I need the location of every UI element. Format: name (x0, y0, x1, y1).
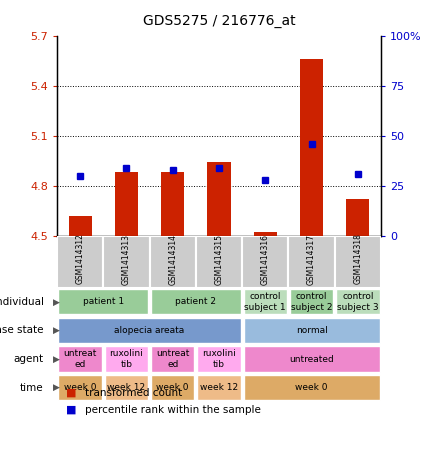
Text: ▶: ▶ (53, 326, 60, 335)
Text: control
subject 1: control subject 1 (244, 292, 286, 312)
Bar (244, 347, 380, 371)
Text: ruxolini
tib: ruxolini tib (110, 349, 143, 369)
Text: GSM1414314: GSM1414314 (168, 233, 177, 284)
Text: GSM1414312: GSM1414312 (76, 234, 85, 284)
Bar (151, 375, 194, 400)
Bar (244, 289, 287, 314)
Bar (58, 318, 241, 343)
Text: ■: ■ (66, 405, 76, 415)
Text: GSM1414317: GSM1414317 (307, 233, 316, 284)
Text: ▶: ▶ (53, 355, 60, 363)
Text: ▶: ▶ (53, 298, 60, 306)
Bar (105, 347, 148, 371)
Bar (115, 173, 138, 236)
Text: individual: individual (0, 297, 44, 307)
Bar (289, 236, 335, 288)
Text: week 12: week 12 (107, 383, 145, 392)
Text: GSM1414318: GSM1414318 (353, 234, 362, 284)
Bar (161, 173, 184, 236)
Text: ▶: ▶ (53, 383, 60, 392)
Text: normal: normal (296, 326, 328, 335)
Text: week 0: week 0 (64, 383, 96, 392)
Text: untreated: untreated (289, 355, 334, 363)
Bar (244, 318, 380, 343)
Bar (58, 289, 148, 314)
Bar (346, 199, 370, 236)
Bar (290, 289, 333, 314)
Bar (57, 236, 103, 288)
Text: GSM1414315: GSM1414315 (215, 233, 223, 284)
Bar (254, 232, 277, 236)
Bar (197, 375, 241, 400)
Text: disease state: disease state (0, 325, 44, 336)
Bar (242, 236, 289, 288)
Text: week 12: week 12 (200, 383, 238, 392)
Text: patient 1: patient 1 (83, 298, 124, 306)
Bar (58, 347, 102, 371)
Text: time: time (20, 382, 44, 393)
Text: alopecia areata: alopecia areata (114, 326, 185, 335)
Text: agent: agent (14, 354, 44, 364)
Text: transformed count: transformed count (85, 388, 183, 398)
Bar (336, 289, 380, 314)
Bar (244, 375, 380, 400)
Text: ■: ■ (66, 388, 76, 398)
Text: ruxolini
tib: ruxolini tib (202, 349, 236, 369)
Bar (151, 347, 194, 371)
Text: control
subject 3: control subject 3 (337, 292, 379, 312)
Bar (58, 375, 102, 400)
Text: GSM1414313: GSM1414313 (122, 233, 131, 284)
Bar (208, 163, 230, 236)
Text: percentile rank within the sample: percentile rank within the sample (85, 405, 261, 415)
Text: week 0: week 0 (295, 383, 328, 392)
Bar (196, 236, 242, 288)
Bar (149, 236, 196, 288)
Text: control
subject 2: control subject 2 (291, 292, 332, 312)
Bar (197, 347, 241, 371)
Bar (103, 236, 149, 288)
Bar (335, 236, 381, 288)
Text: week 0: week 0 (156, 383, 189, 392)
Bar (151, 289, 241, 314)
Text: GSM1414316: GSM1414316 (261, 233, 270, 284)
Text: GDS5275 / 216776_at: GDS5275 / 216776_at (143, 14, 295, 28)
Bar (105, 375, 148, 400)
Text: untreat
ed: untreat ed (64, 349, 97, 369)
Text: untreat
ed: untreat ed (156, 349, 189, 369)
Text: patient 2: patient 2 (175, 298, 216, 306)
Bar (300, 59, 323, 236)
Bar (68, 216, 92, 236)
